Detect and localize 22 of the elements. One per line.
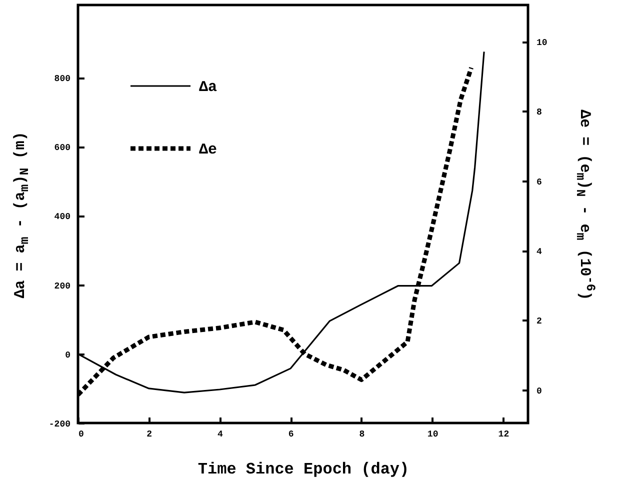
y2-tick-label: 8: [536, 108, 542, 118]
legend-label: Δe: [199, 142, 218, 158]
x-tick-label: 12: [498, 430, 510, 440]
x-axis-title: Time Since Epoch (day): [198, 460, 410, 478]
y-tick-label: 600: [54, 143, 70, 154]
x-tick-label: 0: [78, 430, 84, 440]
y-tick-label: 800: [54, 74, 70, 84]
x-tick-label: 4: [218, 430, 224, 440]
x-tick-label: 6: [288, 430, 294, 440]
y2-tick-label: 4: [536, 247, 542, 258]
y2-tick-label: 10: [536, 38, 548, 48]
x-tick-label: 2: [146, 430, 152, 440]
x-tick-label: 8: [359, 430, 365, 440]
x-tick-label: 10: [427, 430, 438, 440]
y2-tick-label: 6: [536, 177, 542, 188]
y-tick-label: 200: [54, 281, 70, 292]
y-tick-label: -200: [48, 420, 70, 430]
legend-label: Δa: [199, 79, 218, 96]
y2-tick-label: 0: [536, 386, 542, 396]
y-tick-label: 0: [65, 350, 70, 360]
y-tick-label: 400: [54, 212, 70, 222]
y2-tick-label: 2: [536, 316, 542, 327]
